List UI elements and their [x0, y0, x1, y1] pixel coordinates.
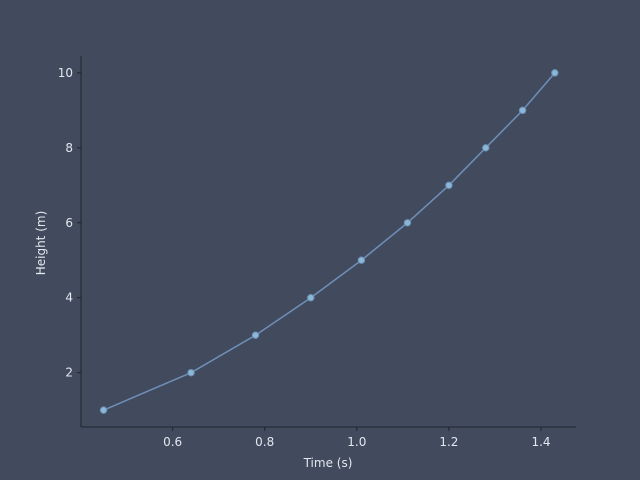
- data-point: [403, 219, 412, 227]
- data-point: [518, 106, 527, 115]
- x-axis-label: Time (s): [303, 456, 353, 470]
- y-tick-label: 10: [58, 66, 73, 80]
- x-tick-label: 1.2: [439, 435, 458, 449]
- data-point: [99, 406, 108, 414]
- x-tick-label: 1.0: [347, 435, 366, 449]
- data-point: [187, 368, 195, 377]
- data-point: [251, 331, 260, 339]
- data-point: [307, 294, 315, 302]
- axes: [80, 56, 576, 428]
- series-line: [103, 72, 556, 411]
- y-tick-label: 2: [65, 366, 73, 380]
- y-axis-label: Height (m): [34, 211, 48, 276]
- x-axis-ticks: 0.6 0.8 1.0 1.2 1.4: [163, 427, 551, 449]
- x-tick-label: 1.4: [531, 435, 550, 449]
- y-tick-label: 6: [65, 216, 73, 230]
- data-point: [357, 256, 366, 264]
- data-point: [482, 144, 490, 152]
- data-point: [445, 181, 453, 189]
- y-tick-label: 8: [65, 141, 73, 155]
- y-axis-ticks: 2 4 6 8 10: [58, 66, 81, 380]
- data-point: [551, 69, 559, 77]
- data-series: [99, 69, 559, 414]
- x-tick-label: 0.8: [255, 435, 274, 449]
- y-tick-label: 4: [65, 291, 73, 305]
- x-tick-label: 0.6: [163, 435, 182, 449]
